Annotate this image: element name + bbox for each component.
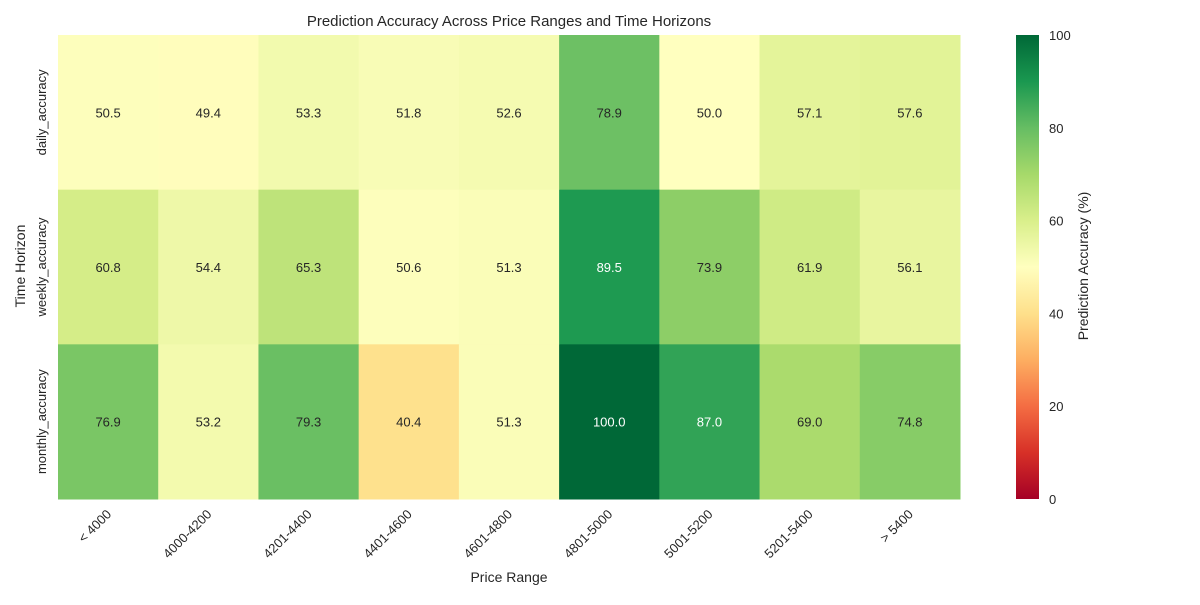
heatmap-cell (58, 189, 159, 345)
cell-value-label: 51.3 (496, 260, 521, 275)
heatmap-cell (158, 189, 259, 345)
heatmap-cells: 50.5 49.4 53.3 51.8 52.6 78.9 50.0 57.1 57.6 60.8… (58, 35, 961, 500)
heatmap-cell (358, 189, 460, 345)
y-tick-labels: daily_accuracy weekly_accuracy monthly_acc… (34, 69, 49, 474)
colorbar (1016, 35, 1039, 499)
x-tick-label: 4201-4400 (260, 507, 315, 562)
colorbar-tick-label: 40 (1049, 306, 1063, 321)
heatmap-cell (258, 35, 360, 191)
heatmap-cell (859, 189, 961, 345)
y-axis-label: Time Horizon (12, 225, 28, 308)
colorbar-tick-label: 20 (1049, 399, 1063, 414)
cell-value-label: 40.4 (396, 415, 421, 430)
heatmap-cell (458, 35, 560, 191)
x-tick-label: 4401-4600 (360, 507, 415, 562)
cell-value-label: 89.5 (597, 260, 622, 275)
heatmap-cell (659, 344, 761, 500)
heatmap-cell (859, 35, 961, 191)
cell-value-label: 56.1 (897, 260, 922, 275)
x-axis-label: Price Range (470, 569, 547, 585)
heatmap-cell (158, 35, 259, 191)
x-tick-labels: < 4000 4000-4200 4201-4400 4401-4600 4601-48… (75, 507, 916, 562)
x-tick-label: 5001-5200 (661, 507, 716, 562)
cell-value-label: 78.9 (597, 105, 622, 120)
chart-title: Prediction Accuracy Across Price Ranges … (307, 13, 711, 30)
cell-value-label: 100.0 (593, 415, 626, 430)
cell-value-label: 61.9 (797, 260, 822, 275)
cell-value-label: 50.5 (95, 105, 120, 120)
heatmap-cell (158, 344, 259, 500)
heatmap-cell (358, 344, 460, 500)
cell-value-label: 51.8 (396, 105, 421, 120)
heatmap-cell (759, 189, 861, 345)
heatmap-cell (759, 344, 861, 500)
heatmap-cell (659, 189, 761, 345)
x-tick-label: 4601-4800 (461, 507, 516, 562)
cell-value-label: 53.3 (296, 105, 321, 120)
cell-value-label: 52.6 (496, 105, 521, 120)
cell-value-label: 74.8 (897, 415, 922, 430)
cell-value-label: 76.9 (95, 415, 120, 430)
colorbar-label: Prediction Accuracy (%) (1075, 192, 1091, 341)
x-tick-label: > 5400 (877, 507, 916, 546)
heatmap-cell (58, 344, 159, 500)
heatmap-cell (58, 35, 159, 191)
y-tick-label: daily_accuracy (34, 69, 49, 155)
colorbar-tick-label: 80 (1049, 121, 1063, 136)
cell-value-label: 87.0 (697, 415, 722, 430)
y-tick-label: monthly_accuracy (34, 369, 49, 474)
cell-value-label: 60.8 (95, 260, 120, 275)
colorbar-tick-label: 0 (1049, 492, 1056, 507)
cell-value-label: 57.1 (797, 105, 822, 120)
cell-value-label: 73.9 (697, 260, 722, 275)
x-tick-label: < 4000 (75, 507, 114, 546)
cell-value-label: 49.4 (196, 105, 221, 120)
cell-value-label: 69.0 (797, 415, 822, 430)
cell-value-label: 53.2 (196, 415, 221, 430)
heatmap-cell (859, 344, 961, 500)
heatmap-cell (759, 35, 861, 191)
heatmap-cell (458, 189, 560, 345)
cell-value-label: 50.0 (697, 105, 722, 120)
x-tick-label: 4801-5000 (561, 507, 616, 562)
cell-value-label: 65.3 (296, 260, 321, 275)
heatmap-cell (358, 35, 460, 191)
x-tick-label: 5201-5400 (761, 507, 816, 562)
y-tick-label: weekly_accuracy (34, 217, 49, 317)
cell-value-label: 51.3 (496, 415, 521, 430)
cell-value-label: 57.6 (897, 105, 922, 120)
colorbar-tick-label: 100 (1049, 28, 1071, 43)
colorbar-tick-label: 60 (1049, 214, 1063, 229)
heatmap-cell (559, 189, 660, 345)
cell-value-label: 79.3 (296, 415, 321, 430)
cell-value-label: 54.4 (196, 260, 221, 275)
heatmap-cell (458, 344, 560, 500)
heatmap-cell (258, 344, 360, 500)
heatmap-cell (559, 35, 660, 191)
heatmap-cell (258, 189, 360, 345)
cell-value-label: 50.6 (396, 260, 421, 275)
heatmap-cell (559, 344, 660, 500)
x-tick-label: 4000-4200 (160, 507, 215, 562)
heatmap-cell (659, 35, 761, 191)
colorbar-ticks: 0 20 40 60 80 100 (1049, 28, 1071, 507)
